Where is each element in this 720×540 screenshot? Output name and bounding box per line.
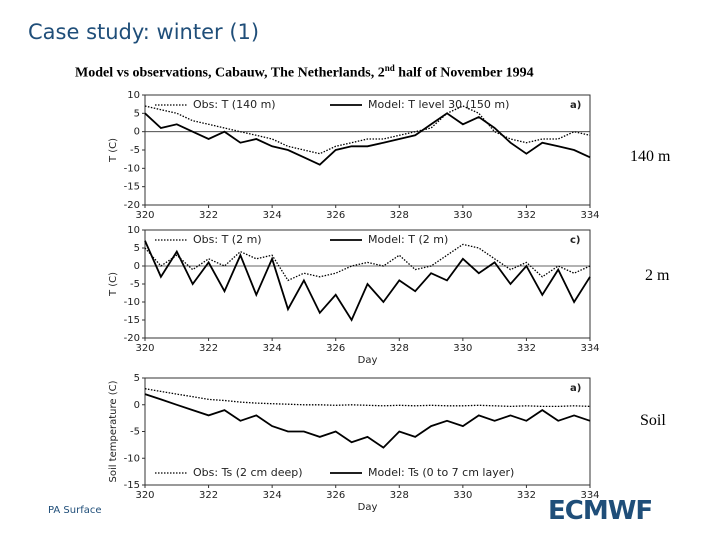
- y-tick-label: -10: [124, 163, 140, 174]
- y-tick-label: 5: [134, 243, 140, 254]
- y-tick-label: -20: [124, 333, 140, 344]
- x-tick-label: 334: [580, 210, 599, 221]
- y-tick-label: 0: [134, 400, 140, 411]
- y-tick-label: 10: [127, 90, 140, 101]
- x-axis-label: Day: [358, 355, 378, 366]
- y-tick-label: -10: [124, 297, 140, 308]
- x-tick-label: 320: [135, 343, 154, 354]
- x-tick-label: 330: [453, 490, 472, 501]
- legend-label: Model: T (2 m): [368, 233, 448, 246]
- series-line: [144, 243, 591, 282]
- x-tick-label: 330: [453, 210, 472, 221]
- y-tick-label: -5: [130, 279, 140, 290]
- x-tick-label: 324: [263, 210, 282, 221]
- plot-frame: [144, 377, 591, 486]
- legend-label: Model: T level 30 (150 m): [368, 98, 509, 111]
- panel-label: a): [570, 383, 581, 394]
- x-tick-label: 326: [326, 343, 345, 354]
- panel-label: c): [570, 235, 581, 246]
- slide-title: Case study: winter (1): [28, 20, 260, 44]
- y-tick-label: 5: [134, 373, 140, 384]
- series-line: [144, 240, 591, 322]
- footer: PA Surface: [48, 505, 102, 516]
- y-axis-label: T (C): [108, 138, 119, 163]
- x-tick-label: 326: [326, 490, 345, 501]
- y-tick-label: -15: [124, 182, 140, 193]
- x-tick-label: 320: [135, 210, 154, 221]
- x-tick-label: 328: [390, 490, 409, 501]
- x-tick-label: 328: [390, 210, 409, 221]
- subtitle-text: half of November 1994: [394, 65, 534, 81]
- x-tick-label: 326: [326, 210, 345, 221]
- x-tick-label: 320: [135, 490, 154, 501]
- slide-subtitle: Model vs observations, Cabauw, The Nethe…: [75, 63, 534, 82]
- panel-label: a): [570, 100, 581, 111]
- x-tick-label: 332: [517, 343, 536, 354]
- series-line: [144, 105, 591, 155]
- logo: ECMWF: [548, 496, 653, 526]
- y-tick-label: -5: [130, 145, 140, 156]
- x-tick-label: 334: [580, 490, 599, 501]
- x-axis-label: Day: [358, 502, 378, 513]
- y-tick-label: 0: [134, 261, 140, 272]
- plot-frame: [144, 94, 591, 206]
- y-axis-label: Soil temperature (C): [108, 380, 119, 482]
- y-tick-label: -5: [130, 427, 140, 438]
- y-tick-label: 5: [134, 108, 140, 119]
- y-axis-label: T (C): [108, 272, 119, 297]
- legend-label: Obs: Ts (2 cm deep): [193, 466, 303, 479]
- x-tick-label: 330: [453, 343, 472, 354]
- x-tick-label: 332: [517, 490, 536, 501]
- subtitle-text: Model vs observations, Cabauw, The Nethe…: [75, 65, 385, 81]
- level-label: Soil: [640, 412, 666, 429]
- legend-label: Model: Ts (0 to 7 cm layer): [368, 466, 514, 479]
- subtitle-sup: nd: [384, 63, 395, 73]
- x-tick-label: 322: [199, 210, 218, 221]
- level-label: 2 m: [645, 267, 670, 284]
- x-tick-label: 328: [390, 343, 409, 354]
- series-line: [144, 388, 591, 408]
- y-tick-label: -15: [124, 315, 140, 326]
- series-line: [144, 112, 591, 166]
- y-tick-label: 0: [134, 127, 140, 138]
- legend-label: Obs: T (2 m): [193, 233, 262, 246]
- x-tick-label: 332: [517, 210, 536, 221]
- y-tick-label: 10: [127, 225, 140, 236]
- x-tick-label: 324: [263, 490, 282, 501]
- x-tick-label: 322: [199, 490, 218, 501]
- x-tick-label: 324: [263, 343, 282, 354]
- x-tick-label: 322: [199, 343, 218, 354]
- x-tick-label: 334: [580, 343, 599, 354]
- y-tick-label: -20: [124, 200, 140, 211]
- legend-label: Obs: T (140 m): [193, 98, 276, 111]
- series-line: [144, 393, 591, 449]
- level-label: 140 m: [630, 148, 671, 165]
- y-tick-label: -10: [124, 453, 140, 464]
- y-tick-label: -15: [124, 480, 140, 491]
